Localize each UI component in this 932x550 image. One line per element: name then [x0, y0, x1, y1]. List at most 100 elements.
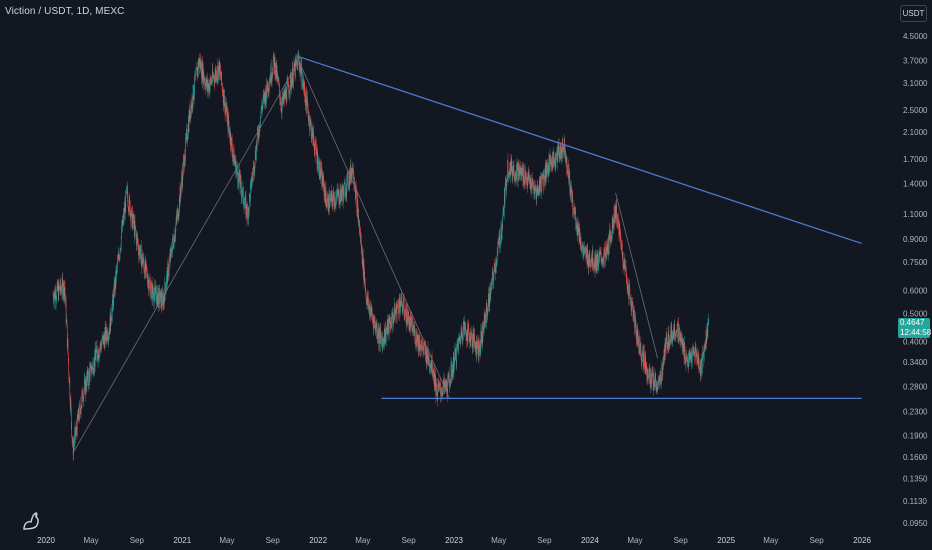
- x-tick-label: 2020: [37, 536, 55, 545]
- candle-body: [208, 83, 209, 87]
- candle-body: [87, 382, 89, 386]
- candle-body: [419, 340, 421, 351]
- candle-body: [670, 341, 671, 343]
- candle-body: [147, 282, 149, 287]
- candle-body: [512, 169, 513, 177]
- candle-body: [357, 199, 358, 204]
- candle-body: [459, 336, 460, 340]
- candle-body: [546, 162, 547, 175]
- y-tick-label: 0.1350: [903, 475, 928, 484]
- candle-body: [141, 258, 142, 267]
- candle-body: [255, 150, 256, 159]
- candle-body: [547, 164, 549, 166]
- candle-body: [201, 75, 202, 79]
- candle-body: [659, 381, 660, 383]
- candle-body: [152, 285, 153, 300]
- candle-body: [520, 166, 521, 175]
- candle-body: [503, 207, 504, 209]
- candle-body: [646, 362, 647, 368]
- candle-body: [221, 82, 223, 87]
- candle-body: [648, 369, 650, 377]
- candle-body: [389, 322, 391, 323]
- candle-body: [693, 349, 694, 354]
- candle-body: [695, 347, 696, 349]
- candle-body: [388, 318, 389, 323]
- candle-body: [584, 246, 586, 249]
- candle-body: [454, 349, 456, 356]
- candle-body: [266, 80, 268, 96]
- candle-body: [327, 195, 329, 199]
- x-tick-label: May: [219, 536, 234, 545]
- candle-body: [555, 161, 556, 167]
- candle-body: [124, 203, 126, 213]
- candle-body: [689, 350, 690, 359]
- candle-body: [249, 194, 250, 195]
- candle-body: [365, 291, 367, 299]
- candle-body: [456, 346, 457, 364]
- candle-body: [490, 295, 491, 300]
- candle-body: [568, 174, 569, 180]
- candle-body: [522, 180, 524, 183]
- candle-body: [379, 329, 381, 345]
- candle-body: [662, 362, 664, 366]
- candle-body: [125, 192, 127, 193]
- candle-body: [629, 295, 631, 303]
- candle-body: [693, 350, 695, 354]
- candle-body: [226, 104, 227, 111]
- candle-body: [90, 363, 91, 376]
- candle-body: [104, 332, 106, 348]
- candle-body: [453, 369, 455, 373]
- currency-button[interactable]: USDT: [900, 5, 927, 22]
- candle-body: [245, 196, 247, 216]
- candle-body: [388, 316, 390, 333]
- candle-body: [675, 331, 677, 332]
- candle-body: [648, 376, 649, 378]
- candle-body: [356, 199, 358, 214]
- candle-body: [241, 195, 243, 198]
- candle-body: [511, 158, 512, 175]
- candle-body: [353, 178, 355, 185]
- candle-body: [369, 304, 370, 315]
- candle-body: [600, 252, 601, 254]
- candle-body: [641, 359, 642, 363]
- candle-body: [166, 275, 167, 286]
- candle-body: [377, 337, 379, 338]
- tradingview-logo-icon[interactable]: [20, 509, 44, 533]
- candle-body: [287, 81, 288, 83]
- candle-body: [417, 335, 419, 341]
- candle-body: [336, 196, 337, 204]
- candle-body: [509, 163, 511, 177]
- candle-body: [304, 88, 305, 98]
- candle-body: [324, 189, 325, 196]
- candle-body: [56, 282, 58, 289]
- candle-body: [458, 337, 460, 340]
- candle-body: [700, 360, 701, 376]
- candle-body: [289, 90, 291, 94]
- candle-body: [533, 189, 535, 199]
- candle-body: [397, 300, 399, 306]
- candle-body: [279, 100, 281, 102]
- candle-body: [145, 260, 146, 271]
- candle-body: [394, 304, 396, 320]
- candle-body: [168, 261, 170, 272]
- candle-body: [110, 308, 112, 331]
- candle-body: [579, 239, 581, 246]
- candle-body: [189, 113, 190, 121]
- candle-body: [315, 140, 317, 145]
- candle-body: [323, 176, 324, 182]
- candle-body: [237, 172, 238, 183]
- candle-body: [494, 265, 496, 272]
- candle-body: [652, 372, 654, 381]
- candle-body: [196, 68, 197, 69]
- candle-body: [143, 263, 145, 271]
- candle-body: [452, 369, 453, 377]
- candle-body: [415, 331, 417, 343]
- candle-body: [412, 330, 413, 332]
- candle-body: [540, 175, 541, 182]
- candle-body: [204, 80, 206, 83]
- candle-body: [419, 344, 420, 350]
- candle-body: [101, 336, 103, 344]
- candle-body: [362, 253, 364, 267]
- candle-body: [283, 95, 285, 100]
